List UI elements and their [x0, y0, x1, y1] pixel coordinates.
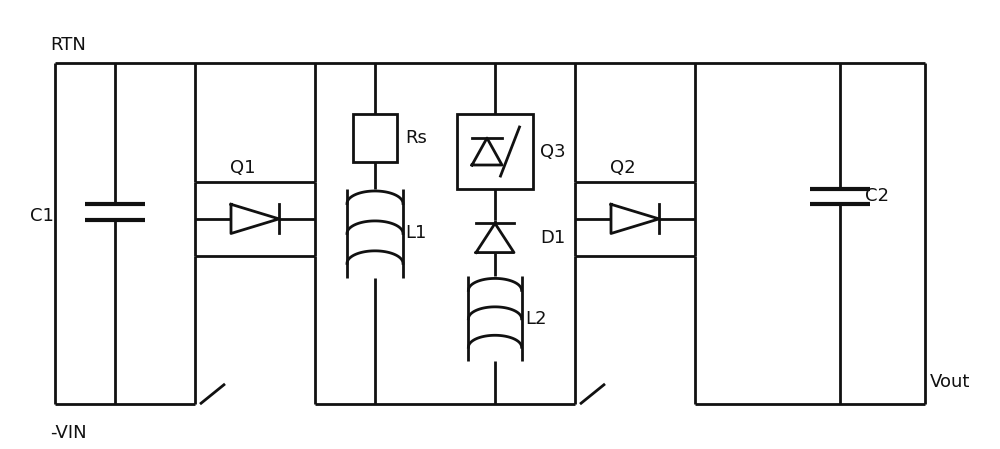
Text: -VIN: -VIN: [50, 424, 87, 442]
Bar: [457, 114, 533, 189]
Text: C1: C1: [30, 207, 54, 224]
Text: L1: L1: [405, 224, 426, 242]
Text: Rs: Rs: [405, 129, 427, 147]
Text: C2: C2: [865, 187, 889, 206]
Text: RTN: RTN: [50, 36, 86, 54]
Text: Q1: Q1: [230, 159, 256, 177]
Text: Vout: Vout: [930, 373, 970, 391]
Text: Q3: Q3: [540, 142, 566, 161]
Text: L2: L2: [525, 310, 546, 328]
Text: Q2: Q2: [610, 159, 636, 177]
Bar: [353, 114, 397, 162]
Text: D1: D1: [540, 229, 565, 247]
